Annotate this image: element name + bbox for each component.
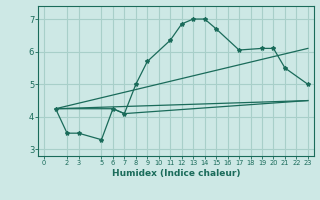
X-axis label: Humidex (Indice chaleur): Humidex (Indice chaleur) xyxy=(112,169,240,178)
